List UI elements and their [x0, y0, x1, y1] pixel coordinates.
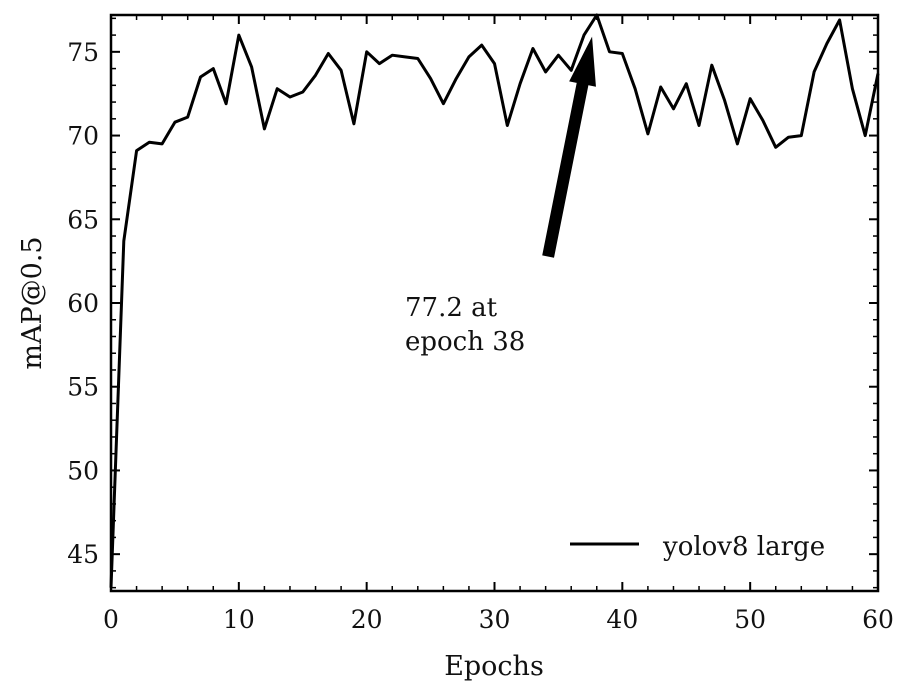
legend: yolov8 large	[570, 532, 825, 562]
y-tick-label: 50	[67, 456, 99, 485]
y-tick-label: 65	[67, 205, 99, 234]
series-line-yolov8-large	[109, 13, 880, 588]
x-tick-label: 60	[862, 605, 894, 634]
x-tick-label: 10	[223, 605, 255, 634]
y-tick-label: 55	[67, 373, 99, 402]
series-layer	[109, 13, 880, 588]
x-tick-label: 40	[606, 605, 638, 634]
plot-frame	[109, 13, 880, 593]
y-tick-label: 70	[67, 122, 99, 151]
annotation-text-line2: epoch 38	[405, 327, 525, 357]
annotation-text-line1: 77.2 at	[405, 293, 498, 323]
legend-label: yolov8 large	[662, 532, 825, 562]
y-tick-label: 60	[67, 289, 99, 318]
y-axis-title: mAP@0.5	[17, 236, 48, 369]
annotation-arrow	[542, 36, 596, 258]
x-tick-label: 20	[351, 605, 383, 634]
annotation-layer: 77.2 at epoch 38	[405, 36, 596, 357]
x-tick-label: 0	[103, 605, 119, 634]
x-tick-label: 50	[734, 605, 766, 634]
y-tick-label: 45	[67, 540, 99, 569]
y-tick-label: 75	[67, 38, 99, 67]
tick-labels-layer: 0 10 20 30 40 50 60 45 50 55 60 65 70 75	[67, 38, 894, 634]
x-axis-title: Epochs	[444, 651, 544, 682]
x-tick-label: 30	[479, 605, 511, 634]
